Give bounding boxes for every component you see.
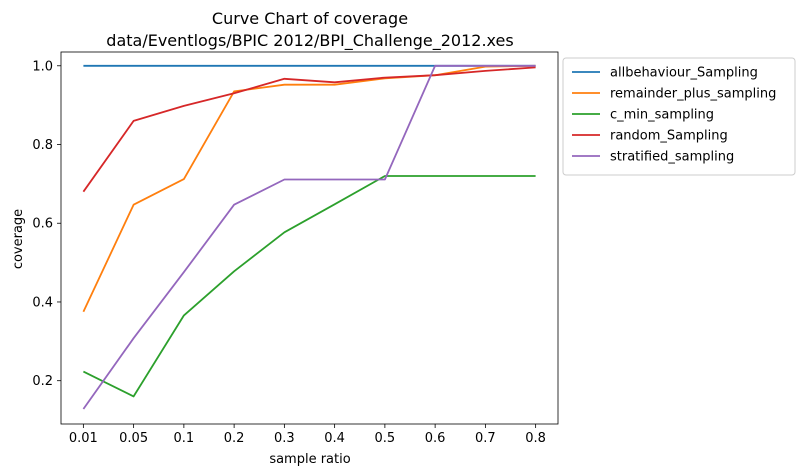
y-tick-label: 0.6 (32, 217, 53, 232)
legend-label: random_Sampling (610, 129, 728, 144)
y-tick-label: 1.0 (32, 59, 53, 74)
x-tick-label: 0.1 (174, 431, 195, 446)
legend-label: remainder_plus_sampling (610, 87, 776, 102)
x-tick-label: 0.6 (425, 431, 446, 446)
x-tick-label: 0.3 (274, 431, 295, 446)
series-line-c_min_sampling (83, 175, 536, 398)
legend-label: allbehaviour_Sampling (610, 66, 758, 81)
x-tick-label: 0.7 (475, 431, 496, 446)
plot-area (60, 51, 559, 425)
series-line-remainder_plus_sampling (82, 64, 536, 313)
series-lines (82, 64, 536, 410)
x-axis-label: sample ratio (269, 452, 350, 467)
x-tick-label: 0.01 (69, 431, 98, 446)
x-tick-label: 0.8 (525, 431, 546, 446)
chart-title: Curve Chart of coverage (212, 9, 408, 28)
series-line-random_Sampling (82, 66, 536, 193)
x-tick-label: 0.4 (324, 431, 345, 446)
y-axis: 0.2 0.4 0.6 0.8 1.0 (32, 59, 61, 389)
legend-label: c_min_sampling (610, 108, 714, 123)
chart-subtitle: data/Eventlogs/BPIC 2012/BPI_Challenge_2… (106, 31, 513, 51)
y-tick-label: 0.2 (32, 374, 53, 389)
y-tick-label: 0.8 (32, 138, 53, 153)
plot-frame (60, 51, 559, 425)
y-axis-label: coverage (11, 209, 26, 269)
x-tick-label: 0.5 (375, 431, 396, 446)
legend-label: stratified_sampling (610, 150, 734, 165)
legend-frame (562, 57, 796, 176)
x-tick-label: 0.2 (224, 431, 245, 446)
x-tick-label: 0.05 (119, 431, 148, 446)
legend: allbehaviour_Sampling remainder_plus_samp… (562, 57, 796, 176)
x-axis: 0.01 0.05 0.1 0.2 0.3 0.4 0.5 0.6 0.7 0.8 (69, 424, 546, 446)
series-line-stratified_sampling (82, 64, 536, 410)
y-tick-label: 0.4 (32, 295, 53, 310)
